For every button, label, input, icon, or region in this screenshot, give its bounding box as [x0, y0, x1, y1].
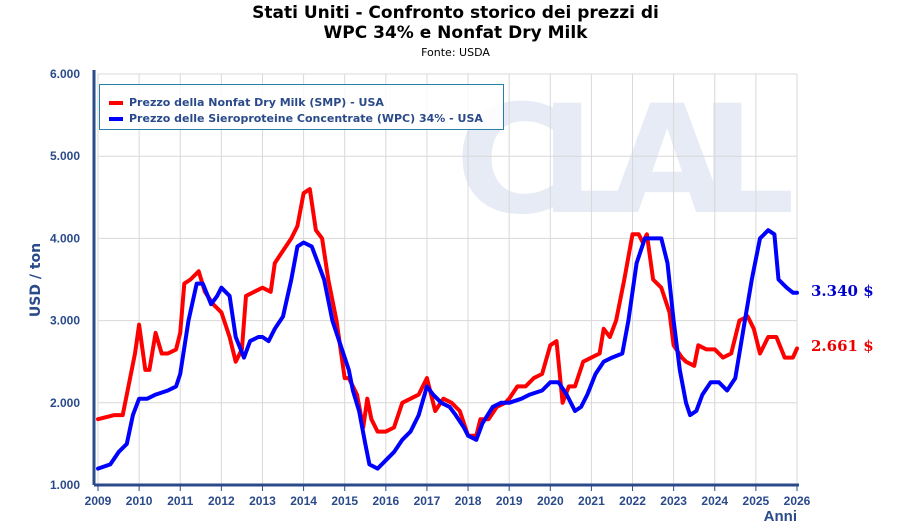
- legend-label-smp: Prezzo della Nonfat Dry Milk (SMP) - USA: [129, 96, 384, 109]
- x-tick-label: 2026: [784, 494, 811, 508]
- x-tick-label: 2014: [290, 494, 317, 508]
- x-tick-label: 2011: [167, 494, 193, 508]
- legend-item-smp: Prezzo della Nonfat Dry Milk (SMP) - USA: [109, 96, 384, 109]
- x-tick-label: 2015: [331, 494, 358, 508]
- x-tick-label: 2013: [249, 494, 276, 508]
- x-tick-label: 2017: [414, 494, 441, 508]
- end-label-smp: 2.661 $: [811, 337, 874, 355]
- y-axis-label: USD / ton: [28, 243, 44, 317]
- watermark-logo: CLAL: [455, 74, 795, 248]
- x-tick-label: 2024: [701, 494, 728, 508]
- x-tick-label: 2009: [85, 494, 112, 508]
- end-label-wpc: 3.340 $: [811, 282, 874, 300]
- x-tick-label: 2010: [126, 494, 153, 508]
- legend-swatch-smp: [109, 101, 123, 105]
- chart-title-line2: WPC 34% e Nonfat Dry Milk: [323, 23, 588, 43]
- x-tick-label: 2019: [496, 494, 523, 508]
- x-tick-label: 2021: [578, 494, 605, 508]
- y-tick-label: 4.000: [50, 231, 80, 245]
- y-tick-label: 6.000: [50, 67, 80, 81]
- y-tick-label: 5.000: [50, 149, 80, 163]
- x-tick-label: 2016: [372, 494, 399, 508]
- legend: Prezzo della Nonfat Dry Milk (SMP) - USA…: [99, 84, 504, 130]
- x-tick-label: 2022: [619, 494, 646, 508]
- x-tick-label: 2020: [537, 494, 564, 508]
- legend-swatch-wpc: [109, 117, 123, 121]
- x-tick-label: 2018: [455, 494, 482, 508]
- chart-title: Stati Uniti - Confronto storico dei prez…: [252, 3, 659, 23]
- series-line-wpc: [96, 228, 799, 471]
- chart-subtitle: Fonte: USDA: [421, 46, 490, 59]
- legend-label-wpc: Prezzo delle Sieroproteine Concentrate (…: [129, 112, 483, 125]
- x-axis-label: Anni: [764, 508, 797, 525]
- x-tick-label: 2012: [208, 494, 235, 508]
- y-tick-label: 3.000: [50, 314, 80, 328]
- y-tick-label: 2.000: [50, 396, 80, 410]
- x-tick-label: 2023: [660, 494, 687, 508]
- legend-item-wpc: Prezzo delle Sieroproteine Concentrate (…: [109, 112, 483, 125]
- x-tick-label: 2025: [743, 494, 770, 508]
- y-tick-label: 1.000: [50, 478, 80, 492]
